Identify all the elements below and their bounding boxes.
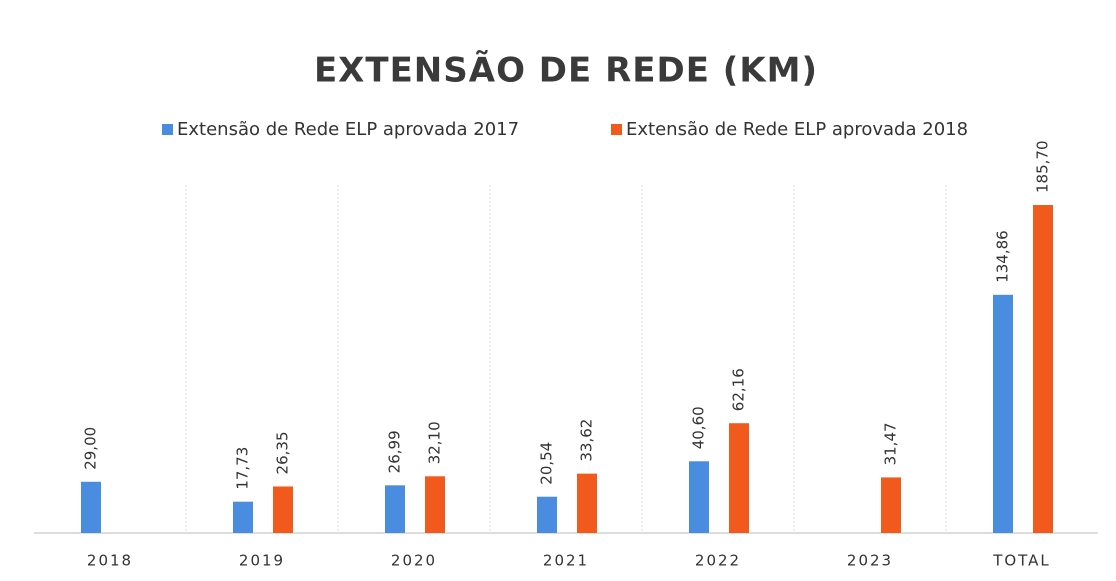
data-label: 32,10: [426, 421, 444, 464]
bar: [689, 461, 709, 533]
data-label: 134,86: [994, 230, 1012, 283]
x-tick-label: 2022: [695, 552, 741, 570]
x-tick-label: 2023: [847, 552, 893, 570]
x-tick-label: 2018: [87, 552, 133, 570]
bar: [577, 473, 597, 533]
bar: [273, 486, 293, 533]
data-label: 20,54: [538, 442, 556, 485]
data-label: 29,00: [82, 427, 100, 470]
bar: [385, 485, 405, 533]
x-tick-label: 2021: [543, 552, 589, 570]
data-label: 17,73: [234, 447, 252, 490]
bar: [233, 501, 253, 533]
legend-swatch: [611, 124, 622, 135]
data-label: 40,60: [690, 406, 708, 449]
data-label: 185,70: [1034, 141, 1052, 194]
bar: [881, 477, 901, 533]
data-label: 33,62: [578, 419, 596, 462]
x-tick-label: TOTAL: [992, 552, 1051, 570]
legend-swatch: [162, 124, 173, 135]
data-label: 31,47: [882, 422, 900, 465]
bar: [729, 423, 749, 533]
legend-label: Extensão de Rede ELP aprovada 2018: [626, 119, 968, 140]
data-label: 26,35: [274, 432, 292, 475]
bar: [1033, 205, 1053, 533]
x-tick-label: 2019: [239, 552, 285, 570]
bar: [537, 496, 557, 533]
x-tick-label: 2020: [391, 552, 437, 570]
chart-title: EXTENSÃO DE REDE (KM): [314, 50, 818, 91]
data-label: 62,16: [730, 368, 748, 411]
legend-label: Extensão de Rede ELP aprovada 2017: [177, 119, 519, 140]
bar: [425, 476, 445, 533]
bar: [993, 294, 1013, 533]
data-label: 26,99: [386, 430, 404, 473]
bar: [81, 481, 101, 533]
